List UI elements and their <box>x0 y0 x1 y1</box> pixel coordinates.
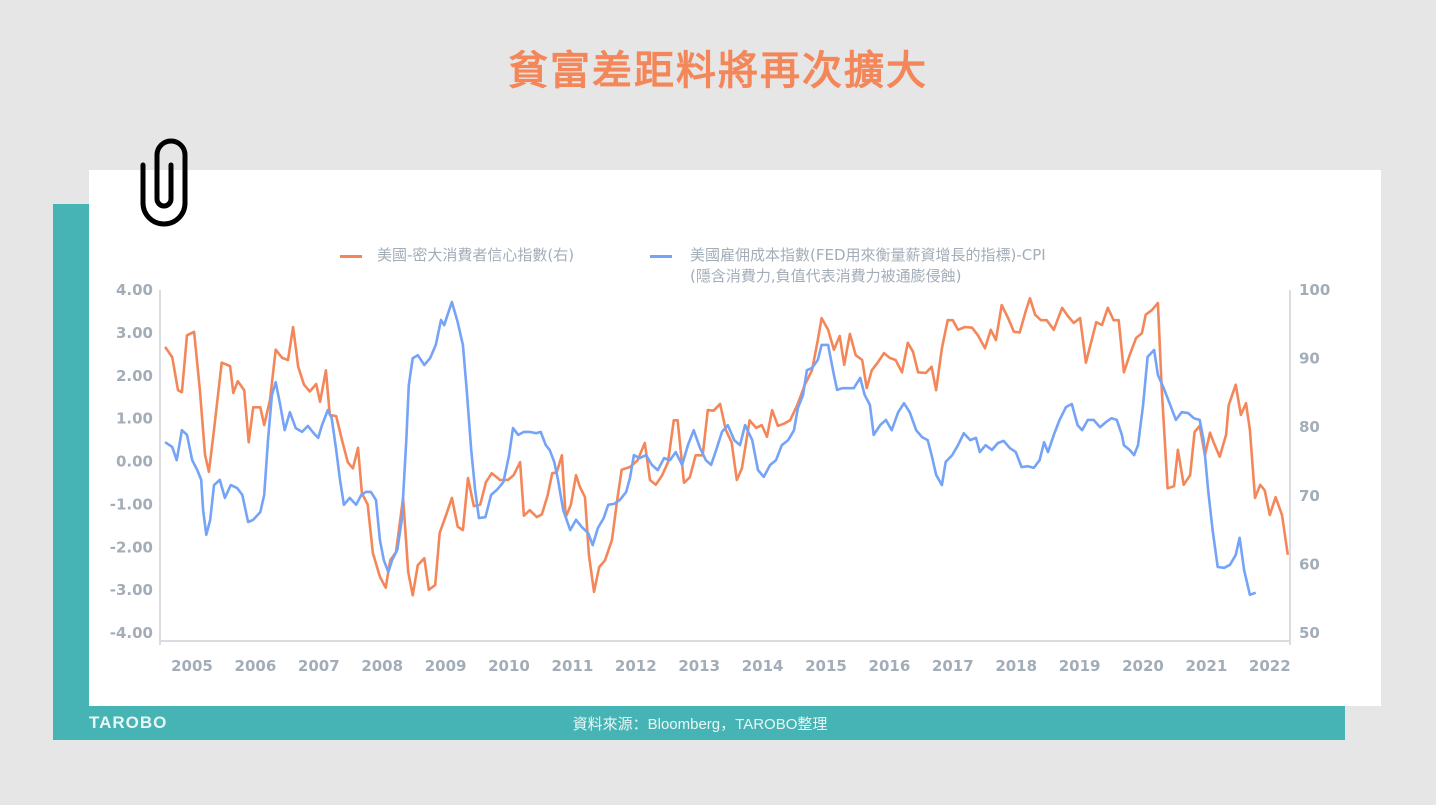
y-left-tick-label: -3.00 <box>110 581 153 599</box>
legend-label-eci-minus-cpi: 美國雇佣成本指數(FED用來衡量薪資增長的指標)-CPI <box>690 246 1046 264</box>
y-left-tick-label: -1.00 <box>110 495 153 513</box>
x-tick-label: 2010 <box>488 657 530 675</box>
x-tick-label: 2017 <box>932 657 974 675</box>
legend-swatch-blue <box>650 255 672 258</box>
series-line-eci-minus-cpi <box>164 300 1257 597</box>
x-tick-label: 2009 <box>425 657 467 675</box>
x-tick-label: 2007 <box>298 657 340 675</box>
x-tick-label: 2006 <box>235 657 277 675</box>
x-tick-label: 2021 <box>1186 657 1228 675</box>
y-left-tick-label: 4.00 <box>116 281 153 299</box>
paperclip-icon <box>140 138 188 227</box>
y-right-tick-label: 80 <box>1299 418 1320 436</box>
x-tick-label: 2013 <box>678 657 720 675</box>
y-left-tick-label: -4.00 <box>110 624 153 642</box>
y-right-tick-label: 70 <box>1299 487 1320 505</box>
y-left-tick-label: 1.00 <box>116 410 153 428</box>
y-right-tick-label: 90 <box>1299 350 1320 368</box>
x-tick-label: 2016 <box>869 657 911 675</box>
y-left-tick-label: 2.00 <box>116 367 153 385</box>
y-right-tick-label: 60 <box>1299 555 1320 573</box>
x-tick-label: 2019 <box>1059 657 1101 675</box>
x-tick-label: 2005 <box>171 657 213 675</box>
x-tick-label: 2014 <box>742 657 784 675</box>
x-tick-label: 2018 <box>995 657 1037 675</box>
x-tick-label: 2022 <box>1249 657 1291 675</box>
page-title: 貧富差距料將再次擴大 <box>508 48 928 94</box>
y-left-tick-label: 0.00 <box>116 453 153 471</box>
x-tick-label: 2008 <box>361 657 403 675</box>
x-tick-label: 2020 <box>1122 657 1164 675</box>
y-left-tick-label: 3.00 <box>116 324 153 342</box>
x-tick-label: 2015 <box>805 657 847 675</box>
tarobo-logo: TAROBO <box>89 713 168 732</box>
legend-swatch-orange <box>340 255 362 258</box>
x-tick-label: 2011 <box>552 657 594 675</box>
x-tick-label: 2012 <box>615 657 657 675</box>
y-left-tick-label: -2.00 <box>110 538 153 556</box>
legend-label-eci-note: (隱含消費力,負值代表消費力被通膨侵蝕) <box>690 267 962 285</box>
y-right-tick-label: 50 <box>1299 624 1320 642</box>
series-line-consumer-sentiment <box>164 296 1290 597</box>
y-right-tick-label: 100 <box>1299 281 1330 299</box>
source-note: 資料來源：Bloomberg，TAROBO整理 <box>572 716 828 733</box>
legend-label-consumer-sentiment: 美國-密大消費者信心指數(右) <box>377 246 575 264</box>
